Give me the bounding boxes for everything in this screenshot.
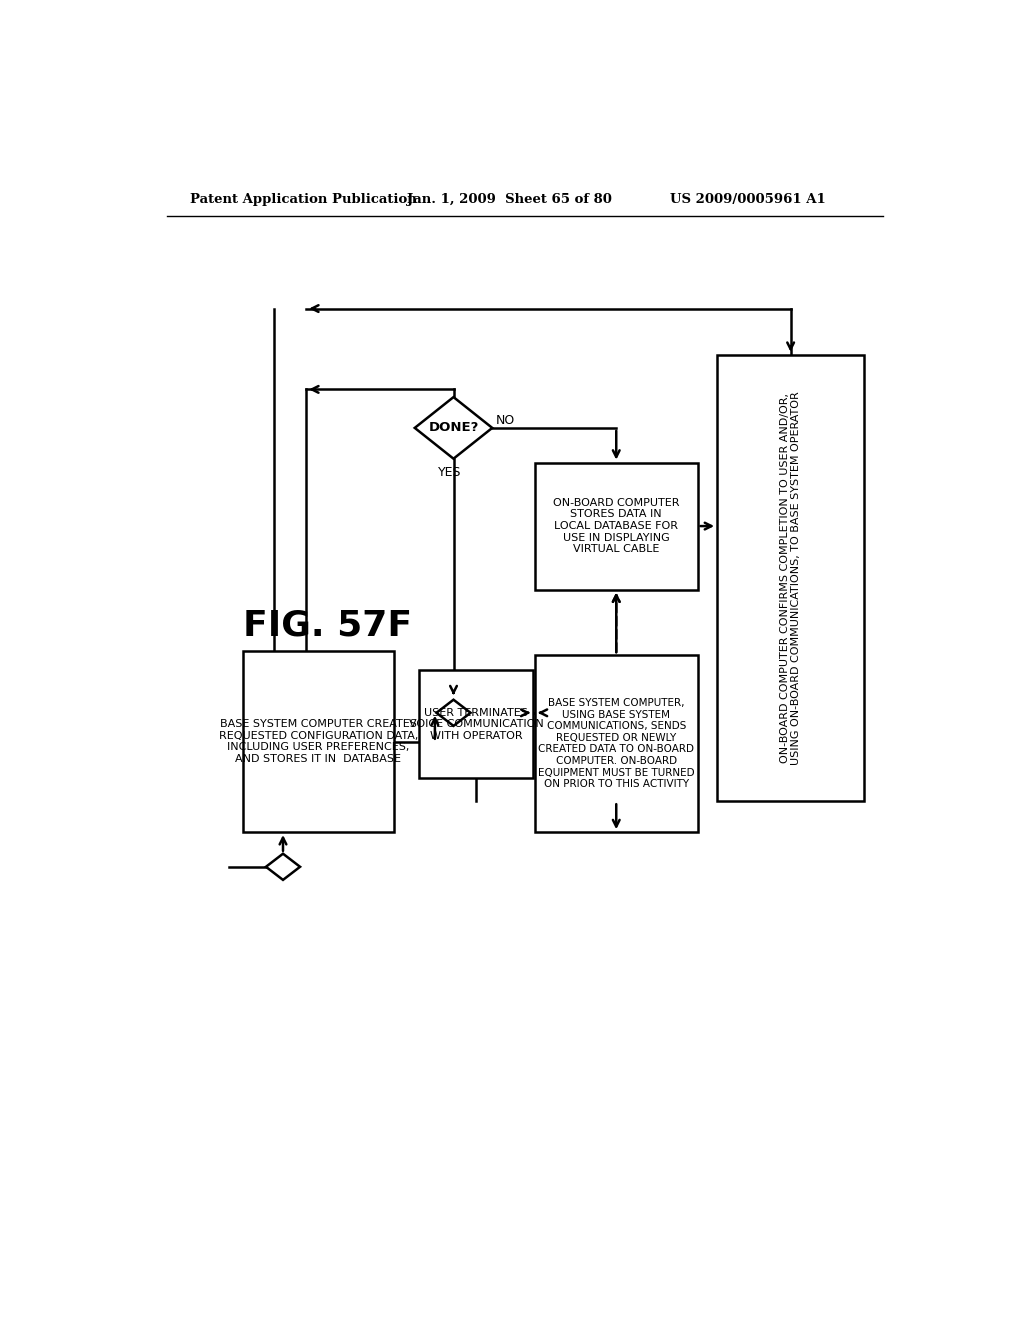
Text: DONE?: DONE? [428,421,478,434]
Text: Jan. 1, 2009  Sheet 65 of 80: Jan. 1, 2009 Sheet 65 of 80 [407,193,612,206]
Text: US 2009/0005961 A1: US 2009/0005961 A1 [671,193,826,206]
Text: BASE SYSTEM COMPUTER,
USING BASE SYSTEM
COMMUNICATIONS, SENDS
REQUESTED OR NEWLY: BASE SYSTEM COMPUTER, USING BASE SYSTEM … [538,698,694,789]
Bar [419,671,534,779]
Bar [717,355,864,801]
Text: USER TERMINATES
VOICE COMMUNICATION
WITH OPERATOR: USER TERMINATES VOICE COMMUNICATION WITH… [409,708,544,741]
Text: ON-BOARD COMPUTER CONFIRMS COMPLETION TO USER AND/OR,
USING ON-BOARD COMMUNICATI: ON-BOARD COMPUTER CONFIRMS COMPLETION TO… [780,391,802,764]
Bar [535,462,697,590]
Text: Patent Application Publication: Patent Application Publication [190,193,417,206]
Text: BASE SYSTEM COMPUTER CREATES
REQUESTED CONFIGURATION DATA,
INCLUDING USER PREFER: BASE SYSTEM COMPUTER CREATES REQUESTED C… [218,719,418,764]
Text: YES: YES [438,466,462,479]
Polygon shape [436,700,471,726]
Polygon shape [415,397,493,459]
Text: NO: NO [496,413,515,426]
Text: FIG. 57F: FIG. 57F [243,609,412,643]
Text: ON-BOARD COMPUTER
STORES DATA IN
LOCAL DATABASE FOR
USE IN DISPLAYING
VIRTUAL CA: ON-BOARD COMPUTER STORES DATA IN LOCAL D… [553,498,680,554]
Polygon shape [266,854,300,880]
Bar [535,655,697,832]
Bar [243,651,394,832]
